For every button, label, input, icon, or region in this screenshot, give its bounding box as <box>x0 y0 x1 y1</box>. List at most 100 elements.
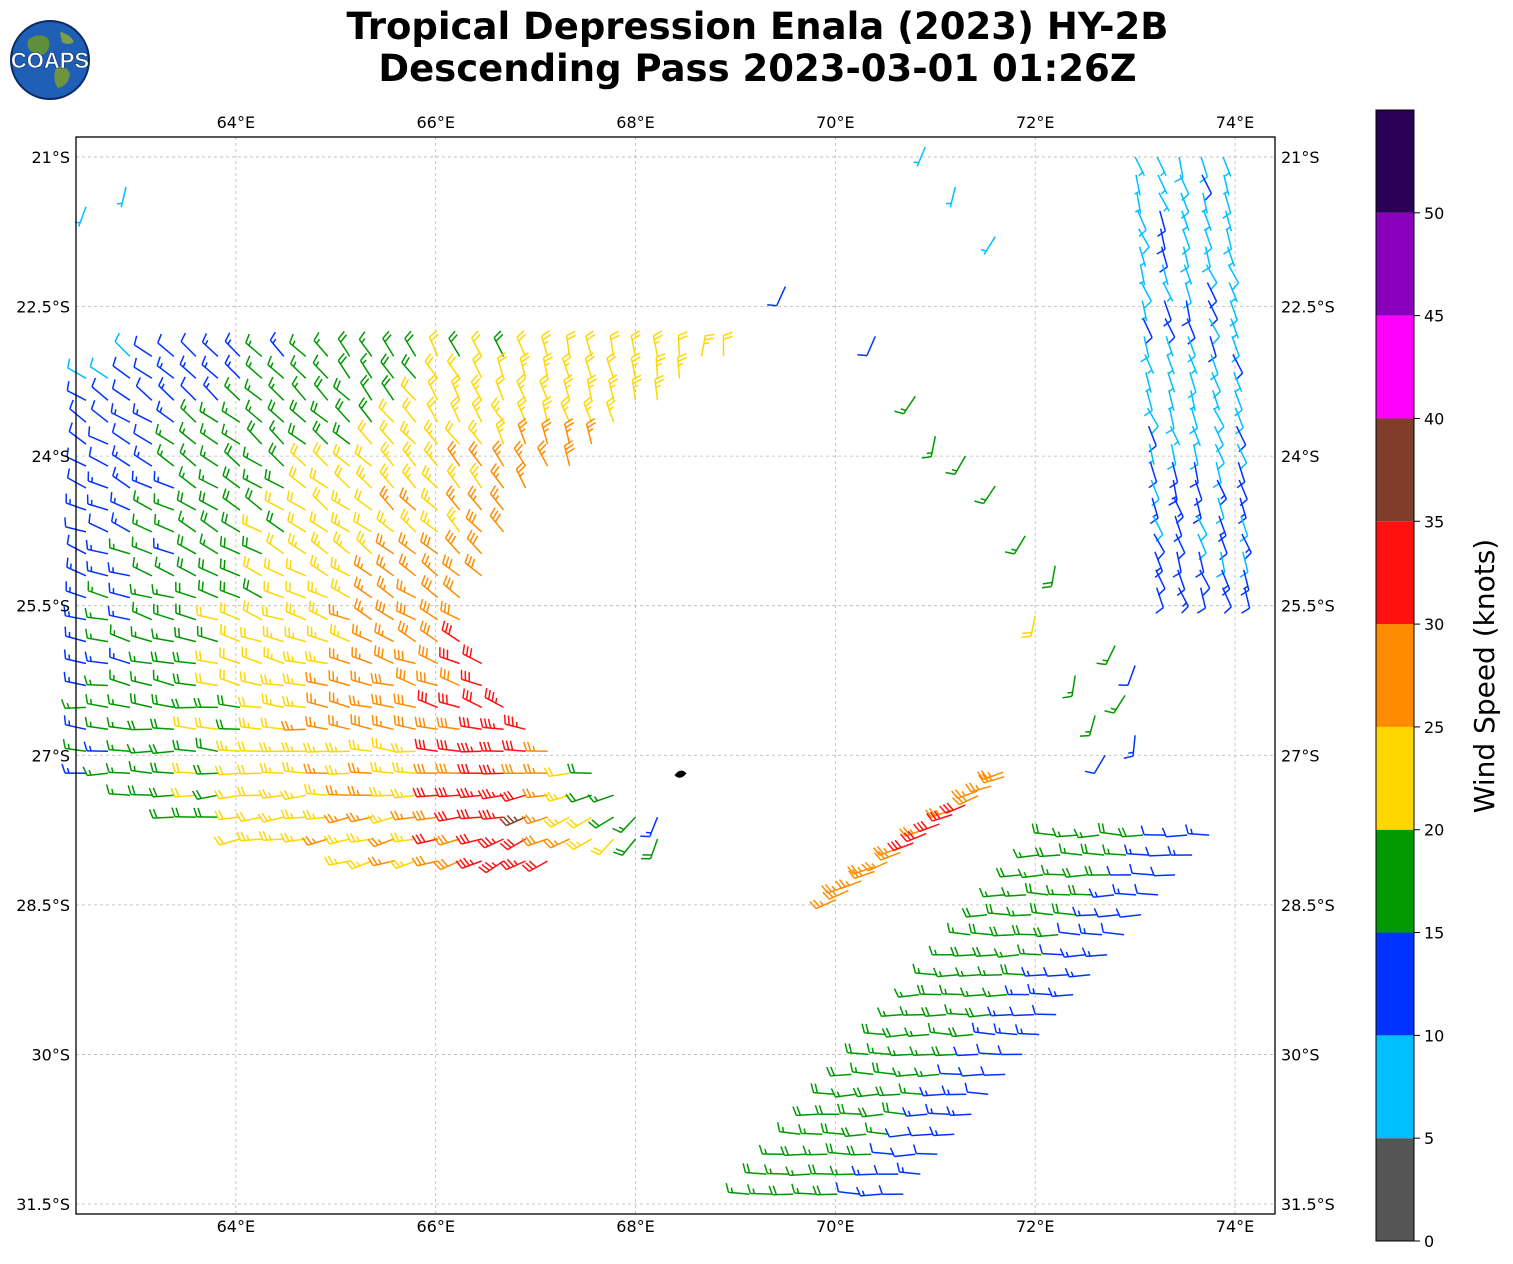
wind-barb <box>440 600 461 621</box>
wind-barb <box>957 1066 984 1077</box>
wind-barb <box>133 357 153 379</box>
wind-barb <box>237 696 262 709</box>
wind-barb <box>436 739 460 753</box>
wind-barb <box>640 816 659 838</box>
lat-tick-label-left: 27°S <box>31 746 70 765</box>
wind-barb <box>722 331 733 357</box>
wind-barb <box>130 626 153 643</box>
wind-barb <box>584 352 595 379</box>
wind-barb <box>156 443 175 467</box>
lat-tick-label-left: 24°S <box>31 447 70 466</box>
wind-barb <box>236 831 262 842</box>
wind-barb <box>496 352 507 379</box>
wind-barb <box>976 1043 1001 1056</box>
wind-barb <box>1148 461 1158 489</box>
wind-barb <box>515 461 527 489</box>
wind-barb <box>332 422 351 445</box>
wind-barb <box>172 673 196 687</box>
wind-barb <box>541 417 552 445</box>
wind-barb <box>587 816 614 829</box>
wind-barb <box>358 397 373 423</box>
lon-tick-label-top: 68°E <box>616 113 654 132</box>
wind-barb <box>1173 497 1184 525</box>
wind-barb <box>411 810 438 821</box>
lon-tick-label-bottom: 70°E <box>816 1217 854 1236</box>
wind-barb <box>131 536 153 555</box>
wind-barb <box>1233 372 1243 393</box>
wind-barb <box>262 625 285 643</box>
wind-barb <box>630 330 641 357</box>
wind-barb <box>219 623 241 643</box>
wind-barb <box>323 813 351 824</box>
wind-barb <box>174 627 197 643</box>
wind-barb <box>1078 923 1103 936</box>
wind-barb <box>376 509 395 533</box>
wind-barb <box>239 627 262 643</box>
wind-barb <box>194 717 218 731</box>
wind-barb <box>267 399 285 423</box>
wind-barb <box>1080 843 1105 856</box>
wind-barb <box>393 649 416 665</box>
wind-barb <box>105 763 131 774</box>
wind-barb <box>1147 407 1159 434</box>
wind-barb <box>330 556 351 577</box>
wind-barb <box>171 762 196 774</box>
wind-barb <box>1222 192 1232 219</box>
wind-barb <box>478 860 505 874</box>
wind-barb <box>889 1147 916 1158</box>
wind-barb <box>936 1064 962 1076</box>
wind-barb <box>478 809 504 820</box>
wind-barb <box>1051 827 1078 838</box>
wind-barb <box>466 529 483 555</box>
wind-barb <box>282 673 306 687</box>
wind-barb <box>460 669 482 687</box>
wind-barb <box>438 692 460 709</box>
wind-barb <box>263 646 285 665</box>
wind-barb <box>395 667 417 687</box>
wind-barb <box>807 1164 833 1175</box>
wind-barb <box>105 784 131 796</box>
wind-barb <box>456 787 482 799</box>
wind-barb <box>367 813 394 824</box>
wind-barb <box>152 537 175 555</box>
wind-barb <box>503 714 526 731</box>
colorbar-tick-label: 20 <box>1424 821 1444 840</box>
wind-barb <box>1167 845 1193 856</box>
wind-barb <box>85 628 109 643</box>
wind-barb <box>313 331 329 357</box>
wind-barb <box>971 1022 996 1036</box>
wind-barb <box>287 511 307 533</box>
wind-barb <box>876 1007 903 1017</box>
wind-barb <box>947 1027 974 1038</box>
wind-barb <box>563 439 575 467</box>
wind-barb <box>978 773 1005 784</box>
wind-barb <box>307 580 329 599</box>
wind-barb <box>242 555 263 577</box>
axis-ticks: 64°E 64°E 66°E 66°E 68°E 68°E 70°E 70°E 72°E 72°E… <box>16 113 1335 1236</box>
title-line-1: Tropical Depression Enala (2023) HY-2B <box>346 5 1169 48</box>
wind-barb <box>1206 282 1218 309</box>
wind-barb <box>148 787 174 798</box>
wind-barb <box>110 512 131 533</box>
wind-barb <box>927 1022 952 1036</box>
wind-barb <box>1006 906 1032 917</box>
wind-barb <box>192 764 218 775</box>
wind-barb <box>903 1027 930 1038</box>
wind-barb <box>1143 390 1153 417</box>
wind-barb <box>354 488 373 511</box>
wind-barb <box>939 802 966 814</box>
wind-barb <box>465 508 483 533</box>
wind-barb <box>1096 645 1116 666</box>
wind-barb <box>563 374 574 401</box>
wind-barb <box>1241 587 1251 614</box>
wind-barb <box>85 694 109 709</box>
wind-barb <box>441 620 461 643</box>
wind-barb <box>1178 587 1189 614</box>
wind-barb <box>1218 515 1227 543</box>
wind-barb <box>470 374 483 401</box>
wind-barb <box>418 644 439 665</box>
colorbar-tick-label: 5 <box>1424 1129 1434 1148</box>
wind-barb <box>350 714 373 731</box>
wind-barb <box>565 816 592 829</box>
wind-barb <box>1213 407 1225 435</box>
